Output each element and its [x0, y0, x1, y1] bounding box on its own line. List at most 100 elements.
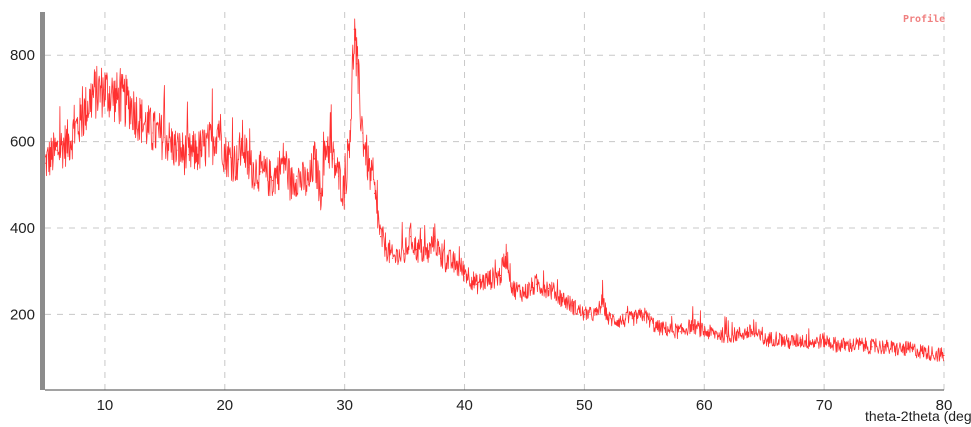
data-point — [56, 149, 58, 151]
x-tick-label: 60 — [696, 397, 713, 414]
data-point — [487, 279, 490, 281]
data-point — [104, 89, 106, 91]
data-point — [380, 236, 382, 238]
data-point — [715, 333, 717, 335]
data-point — [895, 348, 897, 350]
y-tick-label: 600 — [10, 134, 35, 151]
data-point — [260, 171, 262, 173]
data-point — [643, 313, 645, 315]
data-point — [859, 344, 861, 346]
x-tick-label: 80 — [936, 397, 953, 414]
data-point — [353, 28, 355, 30]
x-tick-label: 20 — [216, 397, 233, 414]
y-tick-labels: 200 400 600 800 — [10, 47, 35, 323]
data-point — [583, 313, 586, 315]
data-point — [404, 253, 406, 255]
x-tick-label: 40 — [456, 397, 473, 414]
data-point — [907, 348, 909, 350]
data-point — [475, 283, 478, 285]
data-point — [152, 132, 154, 134]
data-point — [236, 162, 238, 164]
data-point — [883, 346, 885, 348]
data-point — [931, 352, 933, 354]
data-point — [511, 287, 514, 290]
data-point — [775, 337, 777, 339]
data-point — [362, 132, 364, 134]
data-point — [607, 318, 610, 320]
data-point — [505, 253, 508, 255]
data-point — [571, 305, 574, 307]
data-point — [356, 63, 358, 65]
data-point — [188, 154, 190, 156]
data-point — [314, 158, 316, 160]
data-point — [787, 341, 789, 344]
data-point — [296, 175, 298, 177]
x-tick-labels: 10 20 30 40 50 60 70 80 — [97, 397, 953, 414]
data-point — [523, 292, 526, 294]
data-point — [80, 119, 82, 121]
data-point — [943, 354, 945, 356]
data-point — [919, 350, 921, 352]
data-point — [601, 300, 604, 302]
data-point — [667, 328, 669, 331]
grid-lines — [45, 12, 945, 390]
data-point — [595, 313, 598, 315]
data-point — [428, 253, 430, 255]
x-tick-label: 30 — [336, 397, 353, 414]
data-point — [451, 262, 454, 264]
data-point — [799, 339, 801, 341]
data-point — [68, 141, 70, 143]
data-point — [416, 249, 418, 251]
data-point — [739, 333, 741, 335]
data-point — [344, 192, 346, 194]
y-tick-label: 800 — [10, 47, 35, 64]
data-point — [290, 184, 292, 186]
data-point — [332, 158, 334, 160]
data-point — [499, 274, 502, 277]
data-point — [823, 339, 825, 341]
data-point — [847, 344, 849, 347]
data-point — [463, 270, 466, 272]
y-axis-bar — [40, 12, 45, 390]
data-point — [164, 136, 166, 138]
data-point — [871, 346, 873, 348]
data-point — [242, 141, 244, 143]
data-point — [320, 192, 322, 194]
data-point — [691, 324, 693, 326]
data-point — [631, 318, 633, 320]
data-point — [392, 257, 394, 259]
data-point — [140, 119, 142, 121]
data-point — [326, 141, 328, 143]
data-point — [368, 166, 370, 169]
data-point — [559, 296, 562, 298]
data-point — [212, 141, 214, 143]
x-tick-label: 10 — [97, 397, 114, 414]
data-point — [224, 154, 226, 156]
data-point — [92, 93, 94, 95]
x-tick-label: 50 — [576, 397, 593, 414]
data-point — [655, 326, 657, 328]
data-point — [410, 236, 412, 238]
data-point — [116, 97, 118, 99]
data-point — [218, 123, 220, 125]
series-line-profile — [44, 18, 944, 362]
data-point — [679, 331, 681, 333]
data-point — [248, 166, 250, 169]
data-point — [434, 236, 436, 238]
data-point — [350, 119, 352, 121]
x-axis-label: theta-2theta (deg) — [865, 408, 971, 424]
data-point — [272, 179, 274, 182]
data-point — [535, 283, 538, 285]
data-point — [763, 339, 765, 341]
data-point — [619, 320, 622, 322]
data-point — [547, 287, 550, 290]
y-tick-label: 200 — [10, 306, 35, 323]
x-tick-label: 70 — [816, 397, 833, 414]
data-point — [703, 331, 705, 333]
data-point — [374, 192, 376, 194]
data-point — [284, 158, 286, 160]
data-point — [811, 341, 813, 344]
data-point — [751, 331, 753, 333]
